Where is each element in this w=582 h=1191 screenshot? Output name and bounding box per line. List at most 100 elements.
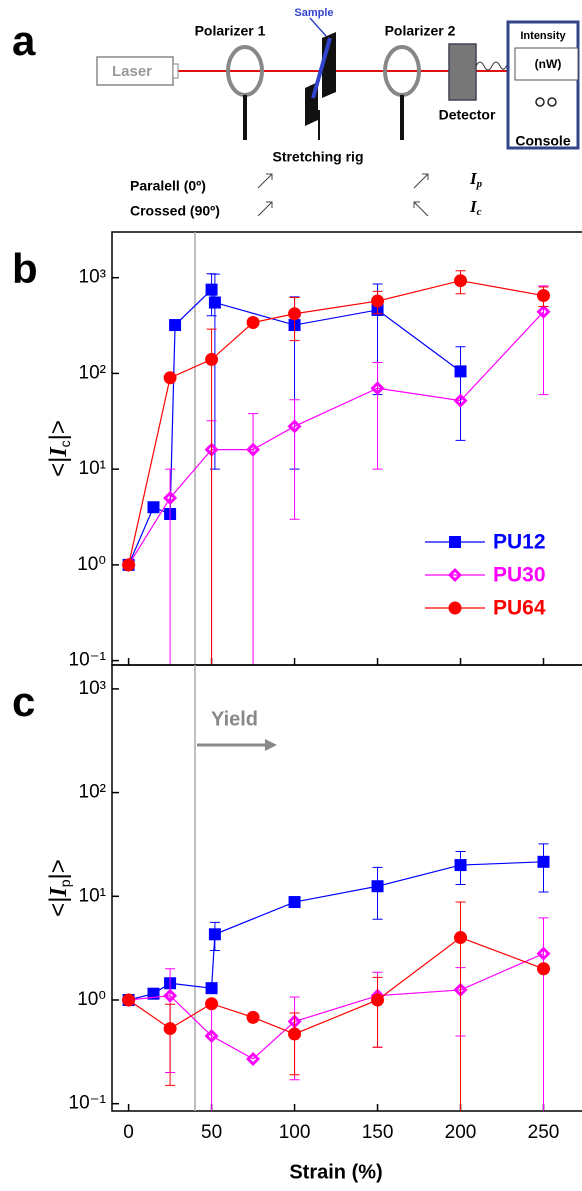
marker (163, 1022, 177, 1036)
legend-marker (448, 568, 462, 582)
marker (205, 352, 219, 366)
ip-label: Ip (469, 169, 483, 190)
y-tick-label: 10⁻¹ (69, 650, 107, 671)
y-tick-label: 10³ (79, 267, 106, 288)
series-group (121, 843, 551, 1111)
legend-marker (449, 536, 461, 548)
polarizer-label: Polarizer 2 (385, 23, 456, 39)
marker (371, 993, 385, 1007)
polarization-arrows (257, 173, 429, 217)
error-bar (206, 1001, 217, 1111)
marker (536, 946, 551, 961)
marker (147, 501, 160, 514)
error-bar (538, 843, 549, 893)
marker (205, 997, 219, 1011)
knob (535, 97, 545, 107)
y-axis-title: <|Ic|> (45, 420, 72, 477)
console-label: Console (515, 133, 570, 149)
y-axis-title: <|Ip|> (45, 859, 72, 917)
plot-frame (111, 664, 582, 1112)
detector (448, 43, 477, 101)
console-text: (nW) (535, 57, 562, 71)
marker (454, 365, 467, 378)
series-line (128, 953, 544, 1060)
x-tick-label: 50 (201, 1122, 222, 1143)
error-bar (289, 1012, 300, 1076)
marker (537, 855, 550, 868)
symbol: I (469, 169, 478, 188)
mode-label: Paralell (0º) (130, 178, 206, 194)
marker (453, 393, 468, 408)
marker (453, 982, 468, 997)
ylabel-subscript: p (57, 879, 73, 887)
error-bar (165, 1003, 176, 1086)
ylabel-symbol: I (46, 886, 72, 898)
subscript: p (476, 178, 483, 190)
y-tick-label: 10⁻¹ (69, 1093, 107, 1114)
sample-label: Sample (294, 7, 333, 19)
y-tick-label: 10⁰ (77, 989, 106, 1010)
error-bar (206, 328, 217, 665)
error-bar (538, 917, 549, 1111)
marker (371, 880, 384, 893)
marker (208, 296, 221, 309)
error-bar (455, 346, 466, 441)
series-line (128, 936, 544, 1035)
display (514, 47, 579, 81)
marker (371, 294, 385, 308)
marker (287, 1014, 302, 1029)
polarizer-label: Polarizer 1 (195, 23, 266, 39)
marker (163, 988, 178, 1003)
series-group (121, 270, 551, 665)
marker (537, 962, 551, 976)
marker (246, 1010, 260, 1024)
error-bar (289, 399, 300, 520)
annotation: Yield (211, 708, 258, 730)
marker (163, 371, 177, 385)
x-axis-title: Strain (%) (289, 1161, 382, 1183)
error-bar (372, 866, 383, 920)
marker (454, 859, 467, 872)
ylabel-suffix: |> (45, 859, 72, 879)
marker (246, 316, 260, 330)
console-box (506, 20, 580, 150)
series-line (128, 861, 544, 1001)
legend-marker (448, 601, 462, 615)
marker (287, 419, 302, 434)
series-line (128, 280, 544, 566)
error-bar (372, 362, 383, 470)
marker (454, 931, 468, 945)
marker (288, 1027, 302, 1041)
subscript: c (477, 206, 482, 218)
symbol: I (469, 197, 478, 216)
marker (208, 928, 221, 941)
ic-label: Ic (469, 197, 482, 218)
panel-letter: a (12, 17, 36, 64)
marker (204, 442, 219, 457)
error-bar (372, 976, 383, 1048)
legend-label: PU64 (493, 597, 546, 620)
x-tick-label: 0 (123, 1122, 134, 1143)
marker (204, 1028, 219, 1043)
knob (547, 97, 557, 107)
console-text: Intensity (520, 30, 566, 42)
marker (246, 1051, 261, 1066)
ylabel-symbol: I (46, 446, 72, 458)
marker (205, 982, 218, 995)
x-tick-label: 250 (528, 1122, 560, 1143)
panel-letter: b (12, 245, 38, 292)
series-line (128, 311, 544, 566)
pointer (309, 17, 327, 37)
marker (169, 319, 182, 332)
ylabel-prefix: <| (45, 457, 72, 477)
marker (288, 896, 301, 909)
y-tick-label: 10³ (79, 678, 106, 699)
ylabel-prefix: <| (45, 897, 72, 917)
legend-label: PU12 (493, 531, 546, 554)
marker (288, 307, 302, 321)
detector-label: Detector (439, 107, 496, 123)
sample (311, 37, 332, 99)
y-tick-label: 10⁰ (77, 554, 106, 575)
